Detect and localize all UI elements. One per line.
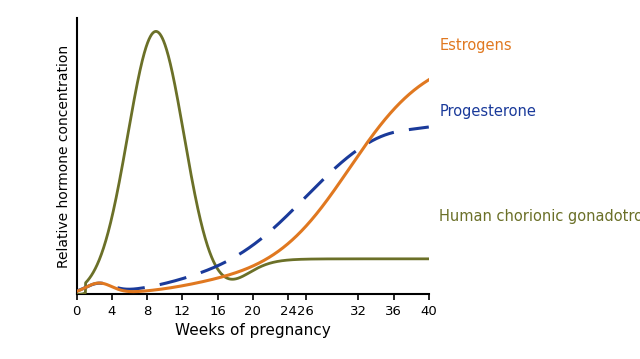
X-axis label: Weeks of pregnancy: Weeks of pregnancy [175, 323, 331, 338]
Text: Estrogens: Estrogens [440, 38, 512, 53]
Text: Human chorionic gonadotropin: Human chorionic gonadotropin [440, 210, 640, 224]
Y-axis label: Relative hormone concentration: Relative hormone concentration [57, 45, 71, 268]
Text: Progesterone: Progesterone [440, 104, 536, 120]
